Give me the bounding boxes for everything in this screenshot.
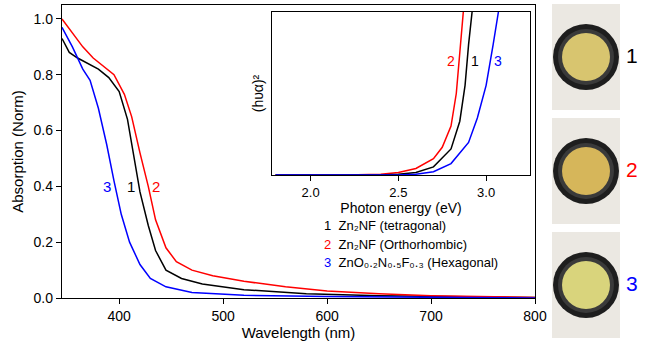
svg-text:2: 2 (447, 53, 455, 69)
svg-text:3 ZnO₀.₂N₀.₅F₀.₃ (Hexagonal): 3 ZnO₀.₂N₀.₅F₀.₃ (Hexagonal) (324, 255, 498, 270)
svg-text:3: 3 (494, 53, 502, 69)
svg-text:1: 1 (471, 53, 479, 69)
svg-text:700: 700 (419, 308, 443, 324)
svg-text:600: 600 (315, 308, 339, 324)
svg-text:2: 2 (152, 178, 160, 195)
svg-text:3.0: 3.0 (477, 185, 495, 200)
svg-text:0.0: 0.0 (34, 290, 54, 306)
svg-text:Wavelength (nm): Wavelength (nm) (242, 324, 356, 341)
svg-text:3: 3 (103, 178, 111, 195)
svg-text:0.8: 0.8 (34, 67, 54, 83)
svg-text:2.5: 2.5 (389, 185, 407, 200)
svg-text:2: 2 (626, 158, 638, 181)
svg-text:1.0: 1.0 (34, 11, 54, 27)
svg-text:1 Zn₂NF (tetragonal): 1 Zn₂NF (tetragonal) (324, 218, 446, 233)
svg-text:Photon energy (eV): Photon energy (eV) (340, 200, 461, 216)
svg-text:0.6: 0.6 (34, 122, 54, 138)
svg-text:Absorption (Norm): Absorption (Norm) (9, 90, 26, 213)
svg-text:400: 400 (108, 308, 132, 324)
svg-text:(hυα)²: (hυα)² (250, 74, 266, 112)
svg-text:3: 3 (626, 272, 638, 295)
svg-text:1: 1 (626, 44, 638, 67)
svg-text:2.0: 2.0 (302, 185, 320, 200)
svg-text:0.2: 0.2 (34, 234, 54, 250)
svg-text:800: 800 (523, 308, 547, 324)
svg-text:500: 500 (211, 308, 235, 324)
svg-text:1: 1 (127, 178, 135, 195)
svg-text:0.4: 0.4 (34, 178, 54, 194)
svg-text:2 Zn₂NF (Orthorhombic): 2 Zn₂NF (Orthorhombic) (324, 237, 467, 252)
